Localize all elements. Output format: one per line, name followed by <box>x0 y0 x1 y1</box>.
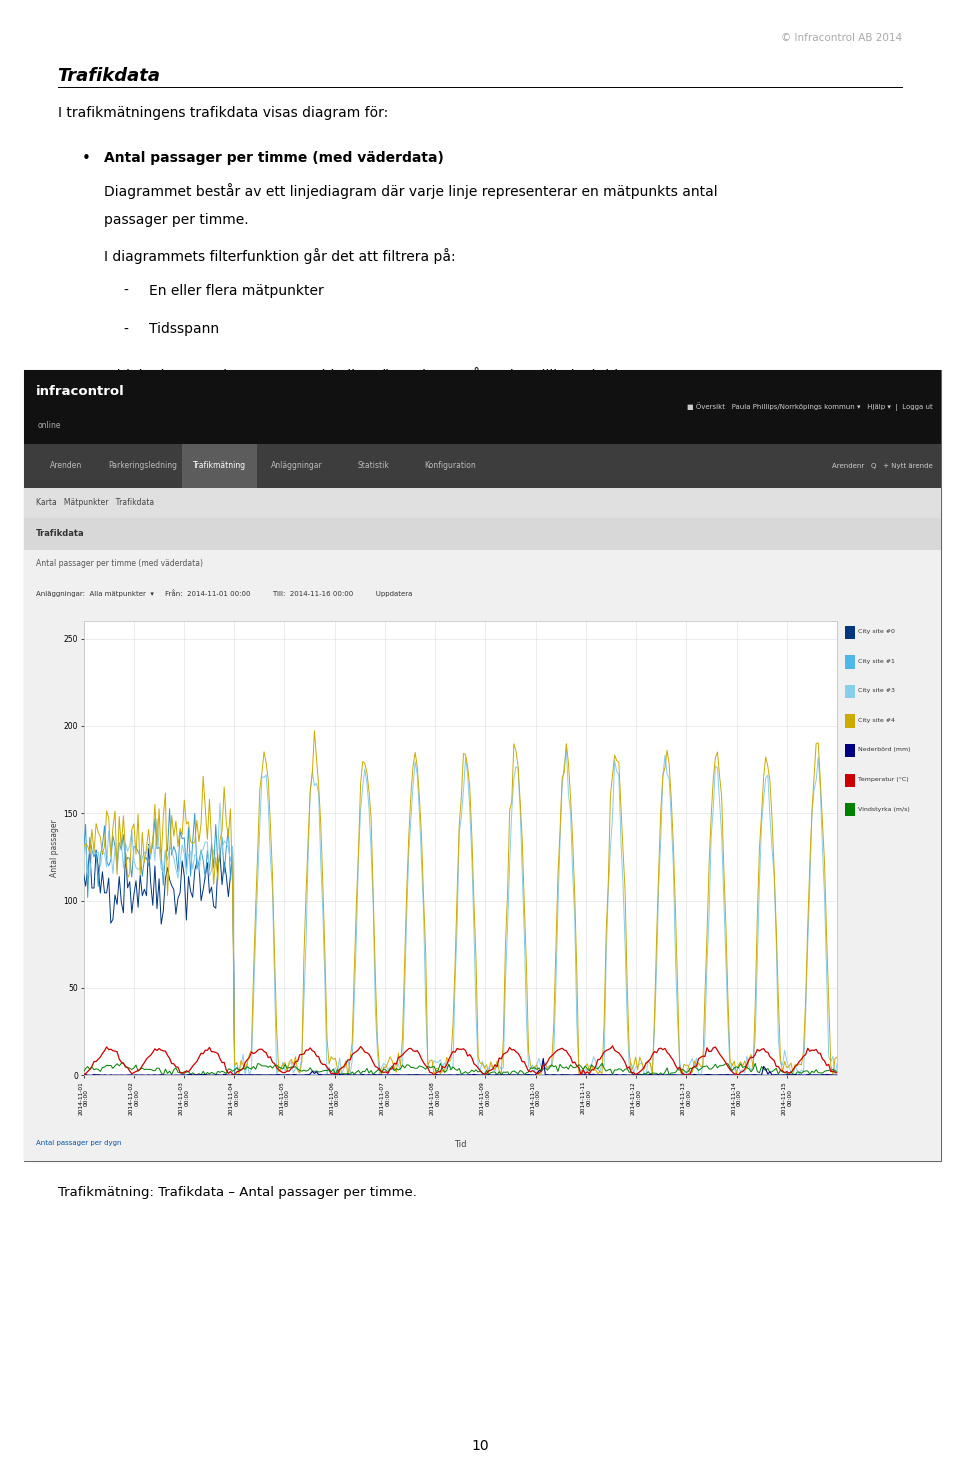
FancyBboxPatch shape <box>182 444 257 488</box>
Text: City site #4: City site #4 <box>858 717 896 723</box>
FancyBboxPatch shape <box>24 488 941 1161</box>
Text: Statistik: Statistik <box>357 461 390 470</box>
Text: online: online <box>37 420 60 430</box>
FancyBboxPatch shape <box>845 774 855 787</box>
FancyBboxPatch shape <box>24 444 941 488</box>
Text: Trafikmätning: Trafikdata – Antal passager per timme.: Trafikmätning: Trafikdata – Antal passag… <box>58 1186 417 1199</box>
FancyBboxPatch shape <box>845 655 855 669</box>
Text: Vindstyrka (m/s): Vindstyrka (m/s) <box>858 806 910 812</box>
Text: City site #3: City site #3 <box>858 688 896 694</box>
Text: I trafikmätningens trafikdata visas diagram för:: I trafikmätningens trafikdata visas diag… <box>58 106 388 120</box>
Text: -: - <box>123 322 128 336</box>
Text: 10: 10 <box>471 1439 489 1454</box>
Text: © Infracontrol AB 2014: © Infracontrol AB 2014 <box>781 33 902 43</box>
X-axis label: Tid: Tid <box>454 1140 467 1149</box>
Text: Parkeringsledning: Parkeringsledning <box>108 461 178 470</box>
Text: Antal passager per timme (med väderdata): Antal passager per timme (med väderdata) <box>36 559 203 568</box>
Text: ■ Översikt   Paula Phillips/Norrköpings kommun ▾   Hjälp ▾  |  Logga ut: ■ Översikt Paula Phillips/Norrköpings ko… <box>687 402 933 411</box>
FancyBboxPatch shape <box>24 370 941 444</box>
Text: Antal passager per timme (med väderdata): Antal passager per timme (med väderdata) <box>104 151 444 164</box>
Text: Temperatur (°C): Temperatur (°C) <box>858 776 909 782</box>
Text: Arendenr   Q   + Nytt ärende: Arendenr Q + Nytt ärende <box>832 463 933 469</box>
Text: Trafikmätning: Trafikmätning <box>193 461 247 470</box>
FancyBboxPatch shape <box>24 518 941 550</box>
Text: Tidsspann: Tidsspann <box>149 322 219 336</box>
Text: Anläggningar:  Alla mätpunkter  ▾     Från:  2014-11-01 00:00          Till:  20: Anläggningar: Alla mätpunkter ▾ Från: 20… <box>36 589 412 598</box>
Text: En eller flera mätpunkter: En eller flera mätpunkter <box>149 284 324 297</box>
FancyBboxPatch shape <box>845 803 855 816</box>
Text: I diagrammets filterfunktion går det att filtrera på:: I diagrammets filterfunktion går det att… <box>104 248 455 265</box>
Text: City site #1: City site #1 <box>858 658 895 664</box>
Text: •: • <box>82 151 90 166</box>
Text: Trafikdata: Trafikdata <box>36 529 84 538</box>
Text: Anläggningar: Anläggningar <box>271 461 323 470</box>
FancyBboxPatch shape <box>845 714 855 728</box>
FancyBboxPatch shape <box>24 370 941 1161</box>
Text: City site #0: City site #0 <box>858 629 895 634</box>
FancyBboxPatch shape <box>845 744 855 757</box>
Y-axis label: Antal passager: Antal passager <box>50 819 60 877</box>
Text: Antal passager per dygn: Antal passager per dygn <box>36 1140 121 1146</box>
Text: Karta   Mätpunkter   Trafikdata: Karta Mätpunkter Trafikdata <box>36 498 154 507</box>
Text: passager per timme.: passager per timme. <box>104 213 249 226</box>
FancyBboxPatch shape <box>845 685 855 698</box>
Text: Arenden: Arenden <box>50 461 83 470</box>
Text: Initialt visas antalet passager vid alla mätpunkter, två veckor tillbaka i tiden: Initialt visas antalet passager vid alla… <box>104 367 639 383</box>
Text: Konfiguration: Konfiguration <box>424 461 476 470</box>
Text: Diagrammet består av ett linjediagram där varje linje representerar en mätpunkts: Diagrammet består av ett linjediagram dä… <box>104 183 717 200</box>
Text: Nederbörd (mm): Nederbörd (mm) <box>858 747 911 753</box>
Text: infracontrol: infracontrol <box>36 386 124 398</box>
Text: Trafikdata: Trafikdata <box>58 67 160 84</box>
Text: -: - <box>123 284 128 297</box>
FancyBboxPatch shape <box>845 626 855 639</box>
FancyBboxPatch shape <box>24 488 941 518</box>
